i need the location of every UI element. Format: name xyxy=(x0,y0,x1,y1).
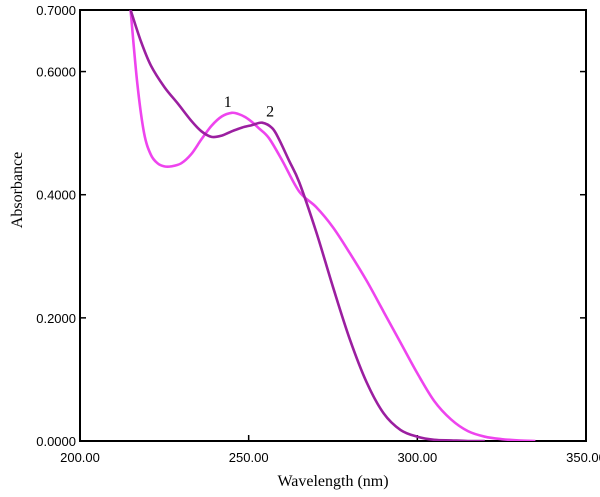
curve-label-1: 1 xyxy=(224,94,232,111)
x-tick-label: 300.00 xyxy=(397,450,437,465)
curve-label-2: 2 xyxy=(266,104,274,121)
series-line-1 xyxy=(129,10,536,441)
x-tick-label: 200.00 xyxy=(60,450,100,465)
y-tick-label: 0.0000 xyxy=(36,434,76,449)
y-tick-label: 0.6000 xyxy=(36,65,76,80)
x-axis-ticks: 200.00 250.00 300.00 350.00 xyxy=(60,435,600,465)
y-tick-label: 0.4000 xyxy=(36,188,76,203)
y-tick-label: 0.7000 xyxy=(36,3,76,18)
y-axis-ticks: 0.0000 0.2000 0.4000 0.6000 0.7000 xyxy=(36,3,586,449)
x-axis-title: Wavelength (nm) xyxy=(277,473,388,490)
x-tick-label: 350.00 xyxy=(566,450,600,465)
curve-labels: 12 xyxy=(224,94,274,121)
series-line-2 xyxy=(129,10,485,441)
x-tick-label: 250.00 xyxy=(229,450,269,465)
plot-frame xyxy=(79,9,587,442)
series-layer xyxy=(129,10,536,441)
y-axis-title: Absorbance xyxy=(9,152,26,228)
y-tick-label: 0.2000 xyxy=(36,311,76,326)
